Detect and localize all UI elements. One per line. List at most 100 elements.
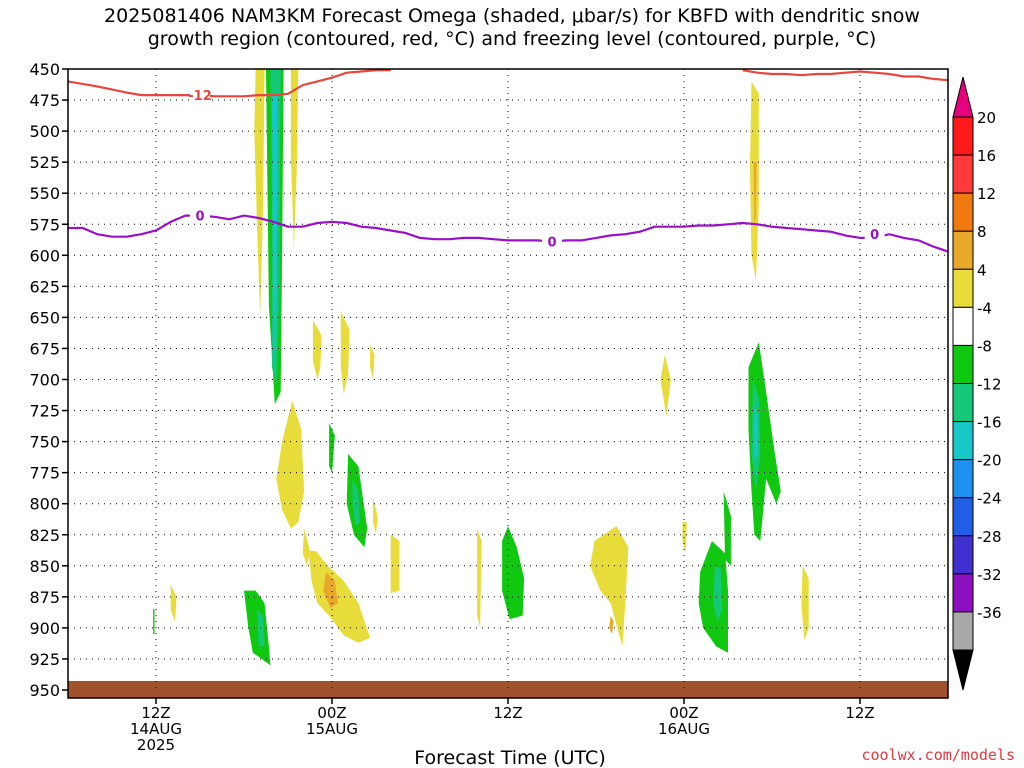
y-tick-label-7: 625 bbox=[29, 277, 60, 296]
y-tick-label-2: 500 bbox=[29, 122, 60, 141]
dgz-contour-label: -12 bbox=[188, 89, 212, 104]
colorbar-label-10: -24 bbox=[977, 490, 1002, 508]
freezing-level-label-2: 0 bbox=[870, 228, 879, 243]
colorbar-swatch-5 bbox=[952, 306, 974, 346]
x-tick-label-0-2: 2025 bbox=[137, 736, 175, 754]
colorbar-swatch-9 bbox=[952, 459, 974, 499]
omega-region-9 bbox=[308, 550, 371, 643]
y-tick-label-1: 475 bbox=[29, 91, 60, 110]
omega-region-5 bbox=[312, 319, 322, 380]
omega-region-31 bbox=[801, 565, 809, 641]
colorbar-swatch-0 bbox=[952, 116, 974, 156]
y-tick-label-11: 725 bbox=[29, 402, 60, 421]
y-tick-label-10: 700 bbox=[29, 371, 60, 390]
x-tick-label-4-0: 12Z bbox=[845, 704, 874, 722]
y-tick-label-3: 525 bbox=[29, 153, 60, 172]
colorbar-label-1: 16 bbox=[977, 147, 996, 165]
credit-text: coolwx.com/models bbox=[861, 746, 1015, 764]
omega-region-11 bbox=[302, 528, 310, 566]
omega-region-7 bbox=[370, 344, 375, 380]
omega-region-0 bbox=[254, 69, 265, 318]
colorbar-swatch-13 bbox=[952, 611, 974, 651]
omega-region-22 bbox=[682, 522, 687, 554]
colorbar-label-7: -12 bbox=[977, 376, 1002, 394]
terrain-layer bbox=[68, 681, 948, 698]
omega-region-4 bbox=[271, 93, 278, 368]
omega-region-24 bbox=[713, 565, 723, 622]
chart-title-line-1: 2025081406 NAM3KM Forecast Omega (shaded… bbox=[104, 5, 920, 27]
dgz-contour-left bbox=[67, 69, 391, 98]
omega-region-12 bbox=[373, 497, 378, 535]
omega-region-25 bbox=[723, 491, 731, 566]
omega-shading bbox=[153, 69, 809, 666]
freezing-level-label-0: 0 bbox=[195, 210, 204, 225]
colorbar-swatch-10 bbox=[952, 497, 974, 537]
chart-title-line-2: growth region (contoured, red, °C) and f… bbox=[148, 28, 877, 50]
omega-region-20 bbox=[609, 615, 614, 635]
colorbar-label-11: -28 bbox=[977, 528, 1002, 546]
y-tick-label-9: 675 bbox=[29, 339, 60, 358]
colorbar-swatch-4 bbox=[952, 268, 974, 308]
x-tick-label-0-0: 12Z bbox=[141, 704, 170, 722]
omega-region-8 bbox=[276, 400, 305, 529]
x-tick-label-1-1: 15AUG bbox=[306, 720, 358, 738]
colorbar-swatch-6 bbox=[952, 344, 974, 384]
omega-region-34 bbox=[153, 609, 155, 635]
y-tick-label-18: 900 bbox=[29, 619, 60, 638]
x-tick-label-3-0: 00Z bbox=[669, 704, 698, 722]
colorbar-swatch-7 bbox=[952, 383, 974, 423]
y-tick-label-17: 875 bbox=[29, 588, 60, 607]
freezing-level-label-0-bg bbox=[190, 208, 210, 223]
y-tick-label-15: 825 bbox=[29, 526, 60, 545]
colorbar-swatch-1 bbox=[952, 154, 974, 194]
terrain-base bbox=[68, 693, 948, 698]
omega-region-35 bbox=[170, 584, 177, 622]
omega-region-1 bbox=[290, 69, 299, 250]
omega-region-17 bbox=[477, 528, 482, 628]
dgz-contour-label-bg bbox=[190, 88, 210, 103]
colorbar-label-12: -32 bbox=[977, 566, 1002, 584]
colorbar-bottom-arrow bbox=[952, 649, 974, 691]
freezing-level-line bbox=[68, 214, 949, 253]
y-tick-label-0: 450 bbox=[29, 60, 60, 79]
y-tick-label-16: 850 bbox=[29, 557, 60, 576]
colorbar-label-13: -36 bbox=[977, 604, 1002, 622]
omega-region-6 bbox=[340, 311, 350, 395]
y-tick-label-12: 750 bbox=[29, 433, 60, 452]
colorbar-swatch-2 bbox=[952, 192, 974, 232]
omega-region-21 bbox=[660, 354, 671, 417]
contour-lines: -12 0 0 0 bbox=[67, 69, 949, 253]
colorbar-label-5: -4 bbox=[977, 299, 992, 317]
colorbar-label-6: -8 bbox=[977, 337, 992, 355]
dgz-contour-right bbox=[742, 69, 949, 82]
freezing-level-label-2-bg bbox=[864, 227, 885, 242]
colorbar-swatch-8 bbox=[952, 421, 974, 461]
colorbar-label-3: 8 bbox=[977, 223, 987, 241]
y-tick-label-5: 575 bbox=[29, 215, 60, 234]
colorbar-swatch-3 bbox=[952, 230, 974, 270]
omega-region-32 bbox=[244, 590, 271, 666]
colorbar-label-9: -20 bbox=[977, 452, 1002, 470]
omega-region-13 bbox=[390, 534, 400, 594]
omega-region-10 bbox=[323, 572, 338, 608]
x-tick-label-0-1: 14AUG bbox=[130, 720, 182, 738]
y-tick-label-13: 775 bbox=[29, 464, 60, 483]
y-tick-label-4: 550 bbox=[29, 184, 60, 203]
omega-region-27 bbox=[753, 162, 757, 225]
colorbar-swatch-12 bbox=[952, 573, 974, 613]
colorbar: 20 16 12 8 4 -4 -8 -12 -16 -20 -24 -28 -32 -36 bbox=[952, 76, 1002, 691]
freezing-level-label-1-bg bbox=[542, 234, 562, 249]
omega-region-30 bbox=[754, 404, 758, 461]
colorbar-label-4: 4 bbox=[977, 261, 987, 279]
colorbar-label-0: 20 bbox=[977, 109, 996, 127]
y-tick-label-14: 800 bbox=[29, 495, 60, 514]
x-tick-label-2-0: 12Z bbox=[493, 704, 522, 722]
x-axis-label: Forecast Time (UTC) bbox=[414, 747, 605, 768]
y-tick-label-20: 950 bbox=[29, 681, 60, 700]
colorbar-swatch-11 bbox=[952, 535, 974, 575]
y-tick-label-19: 925 bbox=[29, 650, 60, 669]
omega-region-16 bbox=[352, 478, 360, 527]
